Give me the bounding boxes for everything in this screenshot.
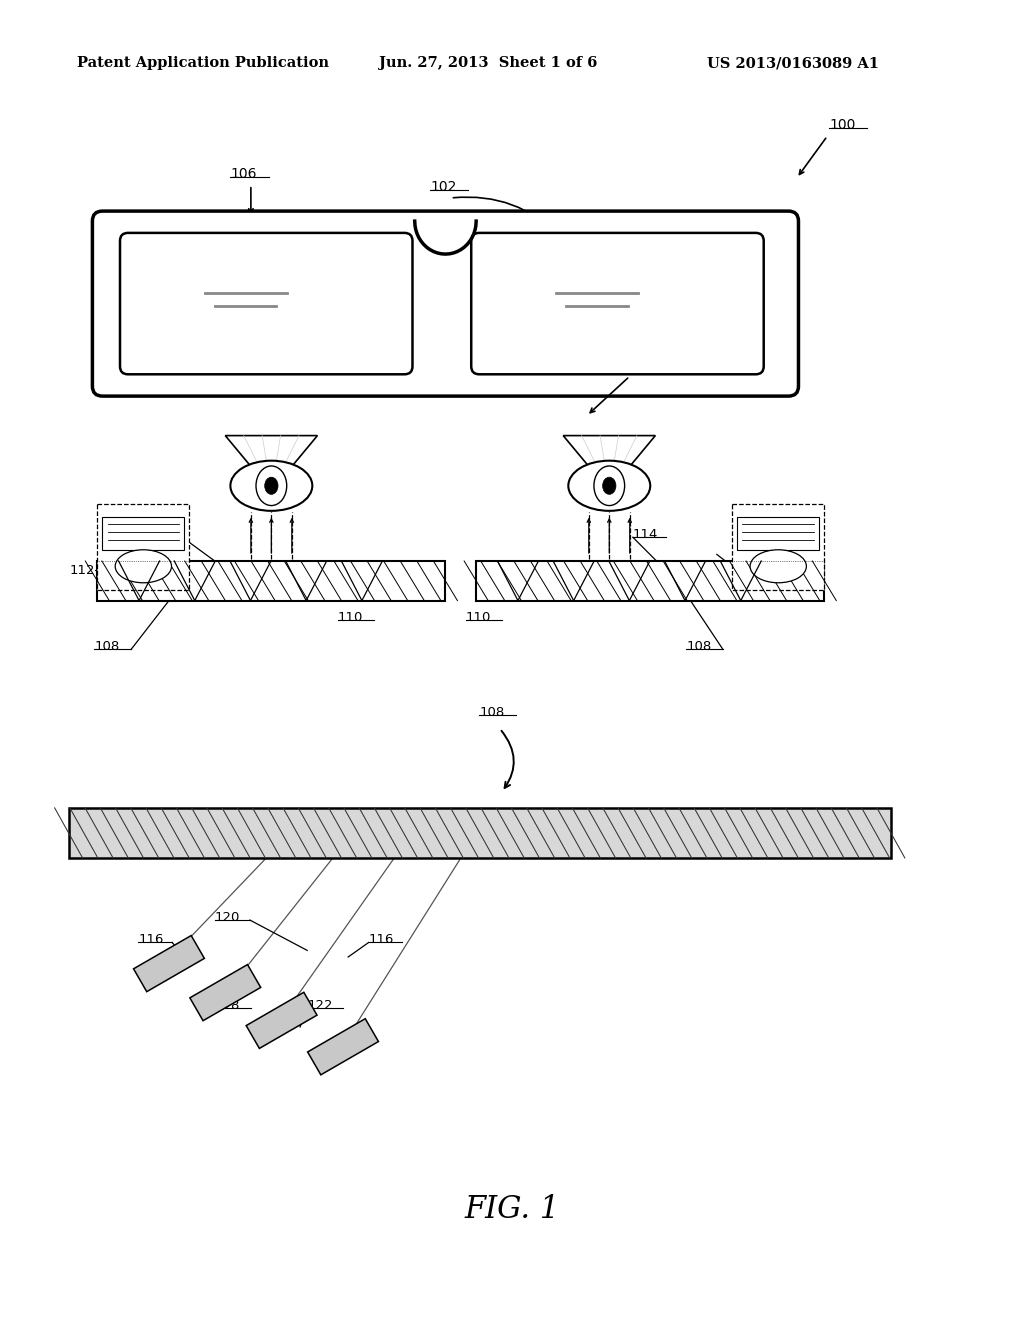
Text: 104: 104 (614, 356, 641, 370)
Text: 114: 114 (148, 528, 174, 541)
FancyBboxPatch shape (97, 504, 189, 590)
FancyBboxPatch shape (471, 232, 764, 375)
Polygon shape (189, 965, 261, 1020)
FancyBboxPatch shape (92, 211, 799, 396)
Ellipse shape (750, 549, 807, 583)
Ellipse shape (264, 477, 279, 495)
Text: 114: 114 (633, 528, 658, 541)
Text: 116: 116 (138, 933, 164, 946)
Text: 106: 106 (230, 168, 257, 181)
Bar (102, 517, 184, 550)
Polygon shape (225, 436, 317, 491)
Bar (476, 561, 824, 601)
Text: 108: 108 (479, 706, 505, 719)
Text: Jun. 27, 2013  Sheet 1 of 6: Jun. 27, 2013 Sheet 1 of 6 (379, 57, 597, 70)
Ellipse shape (602, 477, 615, 495)
Text: 116: 116 (369, 933, 394, 946)
Ellipse shape (594, 466, 625, 506)
FancyBboxPatch shape (732, 504, 824, 590)
Ellipse shape (256, 466, 287, 506)
Polygon shape (563, 436, 655, 491)
Ellipse shape (230, 461, 312, 511)
Text: FIG. 1: FIG. 1 (464, 1193, 560, 1225)
Text: 112: 112 (737, 564, 763, 577)
Ellipse shape (116, 549, 172, 583)
Text: 108: 108 (94, 640, 120, 653)
Text: US 2013/0163089 A1: US 2013/0163089 A1 (707, 57, 879, 70)
Text: 112: 112 (70, 564, 95, 577)
FancyBboxPatch shape (120, 232, 413, 375)
Ellipse shape (568, 461, 650, 511)
Bar (737, 517, 819, 550)
Text: 110: 110 (466, 611, 492, 624)
Text: 118: 118 (215, 999, 241, 1012)
Text: 100: 100 (829, 119, 856, 132)
Text: Patent Application Publication: Patent Application Publication (77, 57, 329, 70)
Text: 108: 108 (686, 640, 712, 653)
Polygon shape (307, 1019, 379, 1074)
Text: 110: 110 (338, 611, 364, 624)
Bar (97, 561, 445, 601)
Bar (69, 808, 891, 858)
Polygon shape (246, 993, 317, 1048)
Text: 122: 122 (307, 999, 333, 1012)
Polygon shape (133, 936, 205, 991)
Text: 120: 120 (215, 911, 241, 924)
Text: 102: 102 (430, 181, 457, 194)
